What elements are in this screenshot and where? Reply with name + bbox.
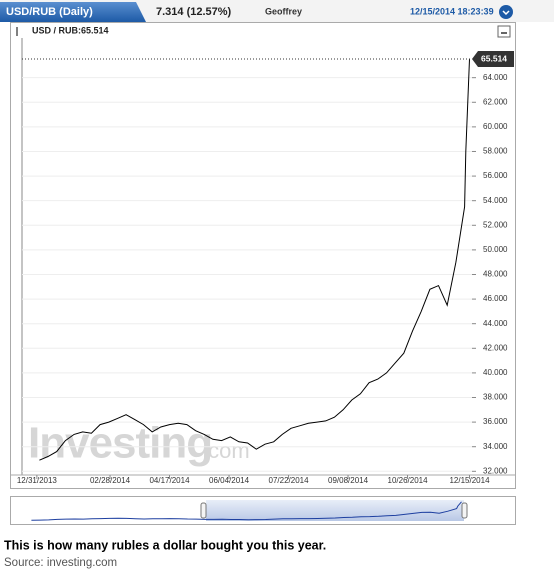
- user: Geoffrey: [265, 6, 302, 16]
- chart-frame: [10, 22, 516, 489]
- y-tick-label: 58.000: [483, 147, 508, 156]
- y-tick-label: 46.000: [483, 294, 508, 303]
- navigator: [31, 501, 462, 521]
- header-tab: [0, 2, 146, 22]
- navigator-handle[interactable]: [200, 502, 207, 519]
- source: Source: investing.com: [4, 557, 117, 569]
- price-line: [39, 58, 470, 461]
- tab-title: USD/RUB (Daily): [6, 6, 93, 18]
- y-tick-label: 56.000: [483, 171, 508, 180]
- caption: This is how many rubles a dollar bought …: [4, 538, 326, 552]
- x-tick-label: 10/26/2014: [388, 476, 429, 485]
- y-tick-label: 50.000: [483, 245, 508, 254]
- x-tick-label: 07/22/2014: [269, 476, 310, 485]
- last-price-label: 65.514: [481, 53, 507, 63]
- x-tick-label: 04/17/2014: [149, 476, 190, 485]
- minimize-button[interactable]: [497, 25, 511, 38]
- x-tick-label: 09/08/2014: [328, 476, 369, 485]
- y-tick-label: 38.000: [483, 393, 508, 402]
- y-tick-label: 54.000: [483, 196, 508, 205]
- navigator-window[interactable]: [206, 500, 464, 521]
- x-tick-label: 02/28/2014: [90, 476, 131, 485]
- y-tick-label: 64.000: [483, 73, 508, 82]
- change: 7.314 (12.57%): [156, 6, 232, 18]
- x-tick-label: 06/04/2014: [209, 476, 250, 485]
- y-tick-label: 48.000: [483, 270, 508, 279]
- y-tick-label: 40.000: [483, 368, 508, 377]
- x-tick-label: 12/31/2013: [17, 476, 58, 485]
- watermark-suffix: .com: [202, 438, 250, 463]
- y-tick-label: 32.000: [483, 466, 508, 475]
- y-tick-label: 34.000: [483, 442, 508, 451]
- y-tick-label: 60.000: [483, 122, 508, 131]
- timestamp: 12/15/2014 18:23:39: [410, 6, 494, 16]
- y-tick-label: 44.000: [483, 319, 508, 328]
- y-tick-label: 62.000: [483, 97, 508, 106]
- legend: USD / RUB:65.514: [32, 25, 109, 35]
- navigator-line: [31, 501, 462, 521]
- y-tick-label: 42.000: [483, 343, 508, 352]
- y-tick-label: 52.000: [483, 220, 508, 229]
- navigator-handle[interactable]: [461, 502, 468, 519]
- watermark: Investing: [28, 419, 212, 468]
- header-button-icon: [502, 10, 510, 16]
- header-button[interactable]: [499, 5, 513, 19]
- x-tick-label: 12/15/2014: [449, 476, 490, 485]
- plot: 32.000 34.000 36.000 38.000 40.000 42.000 44.0…: [11, 38, 515, 485]
- last-price-tag: [472, 51, 514, 68]
- y-tick-label: 36.000: [483, 417, 508, 426]
